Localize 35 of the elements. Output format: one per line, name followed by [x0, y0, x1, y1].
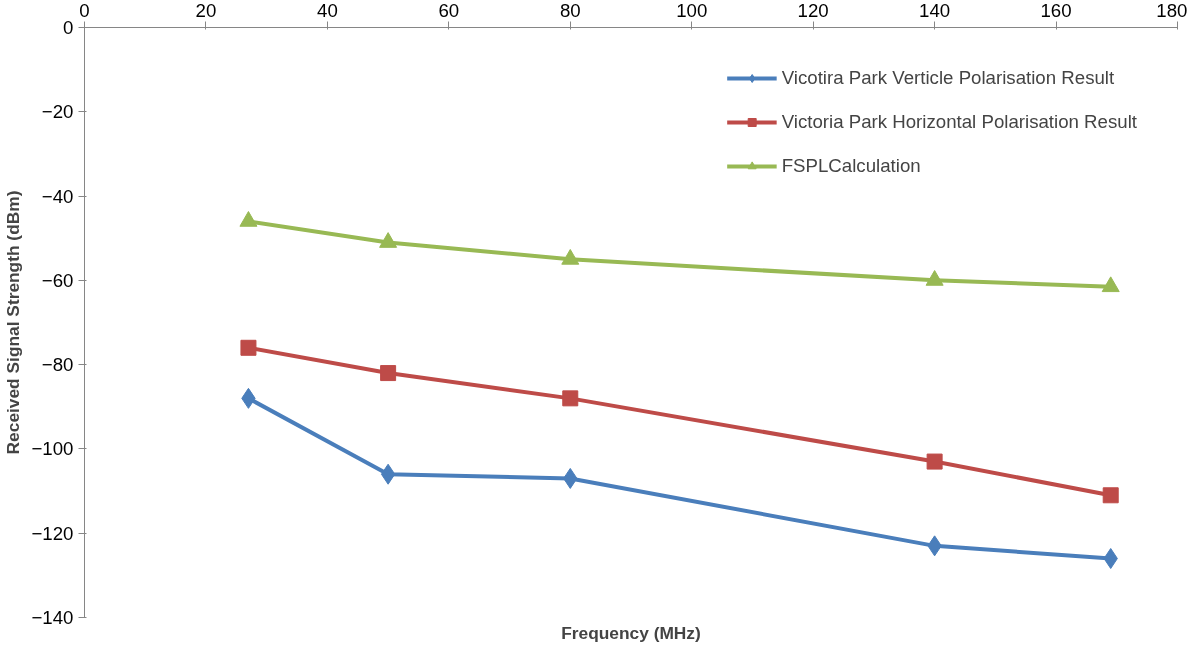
point	[926, 453, 943, 470]
x-tick-label: 80	[559, 0, 581, 21]
y-axis-title: Received Signal Strength (dBm)	[3, 190, 24, 455]
y-tick-label: −100	[31, 438, 74, 460]
point	[1101, 276, 1120, 293]
point	[239, 211, 258, 227]
x-tick-label: 180	[1156, 0, 1187, 21]
point	[240, 339, 257, 356]
x-tick-label: 100	[676, 0, 708, 21]
point	[380, 365, 397, 382]
point	[380, 463, 396, 485]
legend-label: Vicotira Park Verticle Polarisation Result	[781, 67, 1115, 89]
y-tick-label: −120	[31, 522, 74, 544]
point	[1103, 548, 1118, 569]
x-tick-label: 120	[797, 0, 829, 21]
y-tick-label: −60	[41, 269, 74, 291]
x-axis-title: Frequency (MHz)	[561, 622, 701, 643]
legend-label: Victoria Park Horizontal Polarisation Result	[781, 111, 1137, 133]
y-tick-label: −80	[41, 354, 74, 376]
y-tick-label: −140	[31, 607, 74, 628]
x-tick-label: 60	[438, 0, 460, 21]
x-tick-label: 40	[317, 0, 338, 21]
y-tick-label: −40	[41, 185, 74, 207]
x-tick-label: 0	[79, 0, 90, 21]
point	[925, 270, 944, 286]
x-tick-label: 20	[195, 0, 217, 21]
x-tick-label: 140	[919, 0, 951, 21]
x-tick-label: 160	[1040, 0, 1072, 21]
point	[379, 232, 398, 248]
y-tick-label: −20	[41, 101, 74, 123]
point	[562, 390, 579, 407]
y-tick-label: 0	[63, 17, 74, 38]
point	[561, 248, 580, 265]
point	[1102, 487, 1119, 504]
legend-label: FSPLCalculation	[781, 155, 921, 177]
